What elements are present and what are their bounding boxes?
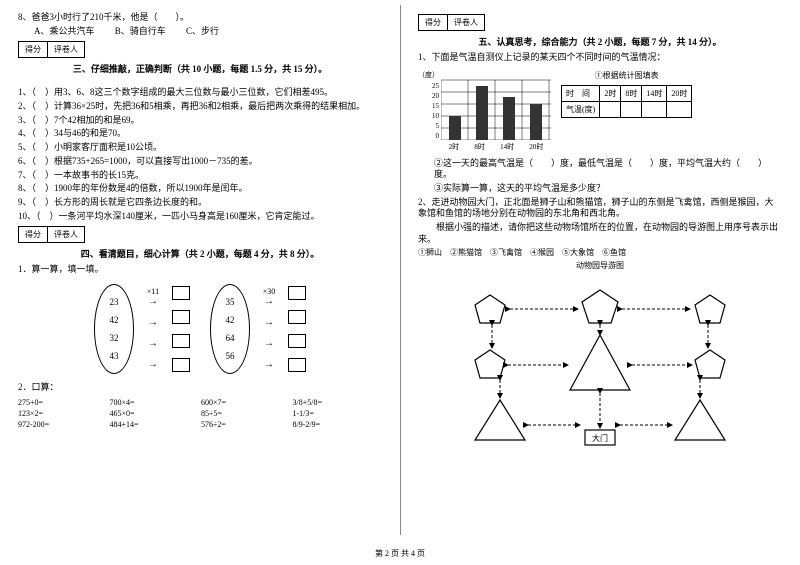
q1-text: 1、下面是气温自测仪上记录的某天四个不同时间的气温情况：	[418, 52, 782, 64]
mult-label-1: ×11	[147, 287, 159, 296]
judge-2: 2、（ ）计算36×25时，先把36和5相乘，再把36和2相乘，最后把两次乘得的…	[18, 101, 382, 113]
oval-2: 35 42 64 56	[210, 284, 250, 374]
score-box-sec3: 得分 评卷人	[18, 41, 382, 58]
arrow-icon: →	[138, 338, 168, 349]
q2-text-b: 根据小强的描述，请你把这些动物场馆所在的位置，在动物园的导游图上用序号表示出来。	[418, 222, 782, 245]
q8-opt-b: B、骑自行车	[115, 26, 166, 36]
judge-7: 7、（ ）一本故事书的长15克。	[18, 170, 382, 182]
answer-box[interactable]	[172, 358, 190, 372]
score-box-sec5: 得分 评卷人	[418, 14, 782, 31]
mental-calc-grid: 275+0= 700×4= 600×7= 3/8+5/8= 123×2= 465…	[18, 398, 382, 429]
q1-part2: ②这一天的最高气温是（ ）度，最低气温是（ ）度，平均气温大约（ ）度。	[418, 158, 782, 181]
judge-3: 3、（ ）7个42相加的和是69。	[18, 115, 382, 127]
arrow-icon: →	[254, 338, 284, 349]
temperature-table: 时 间 2时 8时 14时 20时 气温(度)	[561, 85, 692, 118]
answer-box[interactable]	[172, 310, 190, 324]
zoo-map: 大门	[450, 275, 750, 455]
judge-5: 5、（ ）小明家客厅面积是10公顷。	[18, 142, 382, 154]
judge-10: 10、（ ）一条河平均水深140厘米，一匹小马身高是160厘米，它肯定能过。	[18, 211, 382, 223]
judge-9: 9、（ ）长方形的周长就是它四条边长度的和。	[18, 197, 382, 209]
score-label-4: 得分	[18, 226, 47, 243]
answer-box[interactable]	[288, 310, 306, 324]
arrow-icon: →	[138, 296, 168, 307]
arrow-icon: →	[254, 296, 284, 307]
q8-opt-a: A、乘公共汽车	[34, 26, 95, 36]
answer-box[interactable]	[288, 334, 306, 348]
arrow-icon: →	[138, 359, 168, 370]
q8-text: 8、爸爸3小时行了210千米，他是（ ）。	[18, 12, 382, 24]
map-title: 动物园导游图	[418, 260, 782, 271]
answer-box[interactable]	[288, 286, 306, 300]
answer-boxes-1	[172, 286, 190, 372]
grader-label-5: 评卷人	[447, 14, 485, 31]
q2-text: 2、走进动物园大门，正北面是狮子山和熊猫馆，狮子山的东侧是飞禽馆，西侧是猴园，大…	[418, 197, 782, 220]
arrow-icon: →	[254, 359, 284, 370]
mult-label-2: ×30	[263, 287, 276, 296]
q8-opt-c: C、步行	[186, 26, 219, 36]
section3-title: 三、仔细推敲，正确判断（共 10 小题，每题 1.5 分，共 15 分）。	[18, 62, 382, 75]
grader-label-4: 评卷人	[47, 226, 85, 243]
section5-title: 五、认真思考，综合能力（共 2 小题，每题 7 分，共 14 分）。	[418, 35, 782, 48]
score-label: 得分	[18, 41, 47, 58]
q8-options: A、乘公共汽车 B、骑自行车 C、步行	[18, 26, 382, 38]
arrow-icon: →	[138, 317, 168, 328]
score-label-5: 得分	[418, 14, 447, 31]
q1-part3: ③实际算一算，这天的平均气温是多少度？	[418, 183, 782, 195]
zoo-legend: ①狮山 ②熊猫馆 ③飞禽馆 ④猴园 ⑤大象馆 ⑥鱼馆	[418, 248, 782, 258]
oval-group-2: 35 42 64 56 ×30 → → → →	[210, 284, 306, 374]
calc1-title: 1．算一算，填一填。	[18, 264, 382, 276]
judge-8: 8、（ ）1900年的年份数是4的倍数，所以1900年是闰年。	[18, 183, 382, 195]
judge-4: 4、（ ）34与46的和是70。	[18, 128, 382, 140]
section4-title: 四、看清题目，细心计算（共 2 小题，每题 4 分，共 8 分）。	[18, 247, 382, 260]
answer-box[interactable]	[288, 358, 306, 372]
oval-group-1: 23 42 32 43 ×11 → → → →	[94, 284, 190, 374]
score-box-sec4: 得分 评卷人	[18, 226, 382, 243]
y-label: （度）	[418, 70, 439, 80]
arrow-icon: →	[254, 317, 284, 328]
temperature-chart-area: （度） 25 20 15 10 5 0	[418, 70, 782, 152]
grader-label: 评卷人	[47, 41, 85, 58]
bar-chart: 2时 8时 14时 20时	[441, 70, 551, 152]
oval-1: 23 42 32 43	[94, 284, 134, 374]
gate-label: 大门	[592, 433, 608, 443]
page-footer: 第 2 页 共 4 页	[0, 548, 800, 559]
table-title: ①根据统计图填表	[561, 70, 692, 81]
answer-box[interactable]	[172, 286, 190, 300]
calc2-title: 2．口算：	[18, 382, 382, 394]
answer-boxes-2	[288, 286, 306, 372]
judge-6: 6、（ ）根据735+265=1000，可以直接写出1000－735的差。	[18, 156, 382, 168]
judge-1: 1、（ ）用3、6、8这三个数字组成的最大三位数与最小三位数，它们相差495。	[18, 87, 382, 99]
answer-box[interactable]	[172, 334, 190, 348]
